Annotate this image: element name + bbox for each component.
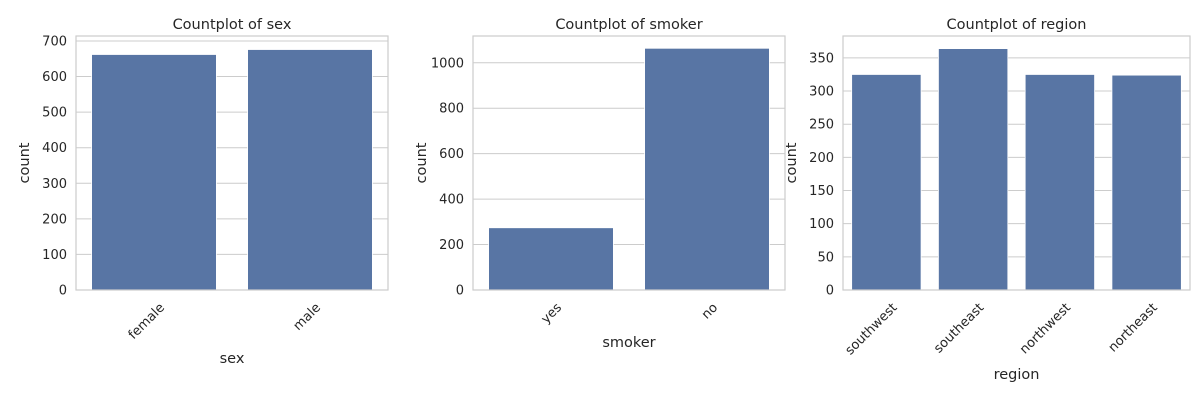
sex-ytick-label: 700 [42, 34, 67, 49]
region-xtick-label: northwest [1017, 300, 1074, 357]
region-xtick-label: northeast [1106, 300, 1161, 355]
chart-region: 0 50 100 150 200 250 300 350 southwest southeast n… [784, 17, 1191, 383]
region-bar-southwest [851, 74, 922, 291]
chart-sex: 0 100 200 300 400 500 600 700 female male Countplo… [17, 17, 389, 367]
smoker-ytick-label: 600 [439, 147, 464, 162]
region-ytick-label: 100 [809, 217, 834, 232]
sex-bar-male [247, 49, 373, 291]
sex-yaxis-label: count [17, 142, 33, 183]
region-bar-northwest [1024, 74, 1095, 291]
region-ytick-label: 350 [809, 51, 834, 66]
region-ytick-label: 50 [817, 250, 834, 265]
smoker-ytick-label: 400 [439, 193, 464, 208]
region-xaxis-label: region [994, 367, 1040, 383]
sex-chart-title: Countplot of sex [173, 17, 292, 33]
smoker-xaxis-label: smoker [602, 335, 655, 351]
chart-smoker: 0 200 400 600 800 1000 yes no Countplot of smoke… [414, 17, 786, 351]
sex-ytick-label: 500 [42, 106, 67, 121]
region-ytick-label: 250 [809, 118, 834, 133]
region-xtick-label: southwest [843, 300, 901, 358]
smoker-ytick-label: 1000 [431, 56, 464, 71]
sex-ytick-label: 100 [42, 248, 67, 263]
smoker-bar-no [644, 47, 770, 291]
region-ytick-label: 200 [809, 151, 834, 166]
sex-axes-frame [75, 35, 389, 291]
sex-ytick-label: 0 [59, 284, 67, 299]
region-ytick-label: 0 [826, 284, 834, 299]
region-bar-northeast [1111, 74, 1182, 291]
sex-xaxis-label: sex [220, 351, 245, 367]
region-yaxis-label: count [784, 142, 800, 183]
smoker-chart-title: Countplot of smoker [555, 17, 702, 33]
sex-xtick-label: female [126, 300, 168, 342]
region-axes-frame [842, 35, 1191, 291]
sex-bar-female [91, 54, 217, 291]
smoker-ytick-label: 0 [456, 284, 464, 299]
smoker-ytick-label: 200 [439, 238, 464, 253]
region-xtick-label: southeast [931, 300, 987, 356]
region-ytick-label: 150 [809, 184, 834, 199]
smoker-ytick-label: 800 [439, 102, 464, 117]
sex-ytick-label: 200 [42, 212, 67, 227]
smoker-xtick-label: yes [539, 300, 566, 327]
sex-xtick-label: male [291, 300, 324, 333]
region-ytick-label: 300 [809, 85, 834, 100]
smoker-yaxis-label: count [414, 142, 430, 183]
sex-ytick-label: 400 [42, 141, 67, 156]
smoker-axes-frame [472, 35, 786, 291]
region-bar-southeast [938, 48, 1009, 291]
sex-ytick-label: 600 [42, 70, 67, 85]
smoker-xtick-label: no [699, 300, 721, 322]
sex-ytick-label: 300 [42, 177, 67, 192]
smoker-bar-yes [488, 227, 614, 291]
region-chart-title: Countplot of region [947, 17, 1087, 33]
